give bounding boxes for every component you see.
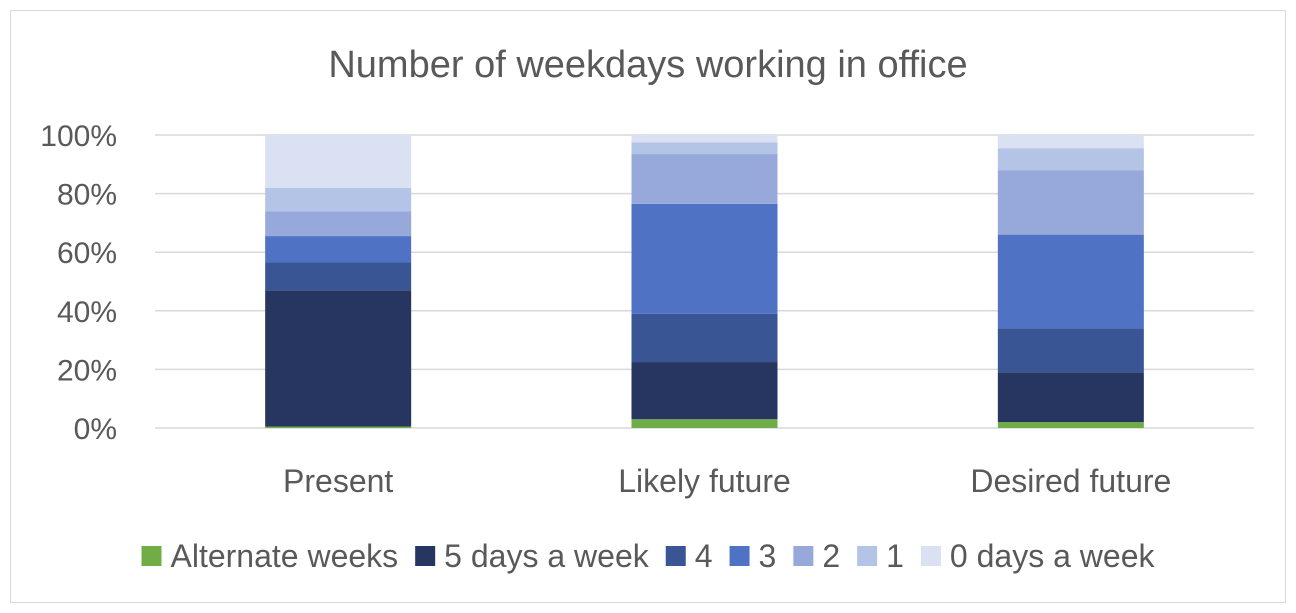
legend-swatch [920,546,941,566]
chart-title: Number of weekdays working in office [328,44,967,86]
bar-segment [997,170,1144,235]
x-category-label: Desired future [970,463,1171,499]
bar-segment [631,313,778,363]
legend-swatch [793,546,814,566]
legend-swatch [415,546,436,566]
bar-segment [631,135,778,143]
legend-label: 0 days a week [950,538,1156,574]
bar-segment [631,154,778,204]
bar-segment [997,234,1144,329]
bar-segment [997,422,1144,428]
bar-segment [997,372,1144,423]
bar-segment [265,290,412,427]
legend-swatch [141,546,162,566]
legend: Alternate weeks 5 days a week 4 3 2 1 0 days a… [141,538,1156,574]
legend-swatch [857,546,878,566]
y-tick-label: 100% [40,120,117,153]
y-axis-ticks: 0% 20% 40% 60% 80% 100% [40,120,117,446]
y-tick-label: 40% [57,296,117,329]
legend-swatch [729,546,750,566]
x-category-label: Present [283,463,393,499]
legend-label: 3 [759,538,777,574]
y-tick-label: 60% [57,237,117,270]
bar-segment [631,362,778,420]
legend-swatch [665,546,686,566]
legend-item: Alternate weeks [141,538,399,574]
legend-label: 2 [822,538,840,574]
bar-segment [265,236,412,263]
x-category-label: Likely future [618,463,791,499]
legend-label: 1 [886,538,904,574]
legend-item: 1 [857,538,904,574]
bar-segment [265,211,412,237]
bar-segment [997,328,1144,373]
legend-label: Alternate weeks [171,538,399,574]
bar-segment [265,135,412,188]
bar-segment [265,262,412,291]
legend-item: 0 days a week [920,538,1156,574]
legend-item: 2 [793,538,840,574]
bar-segment [997,148,1144,171]
bar-segment [631,419,778,428]
bar-segment [997,135,1144,149]
bars [265,135,1144,428]
legend-item: 3 [729,538,777,574]
legend-label: 5 days a week [444,538,650,574]
legend-item: 4 [665,538,713,574]
bar-segment [631,203,778,314]
bar-segment [265,426,412,428]
bar-segment [631,142,778,155]
y-tick-label: 20% [57,354,117,387]
y-tick-label: 0% [74,413,117,446]
legend-item: 5 days a week [415,538,650,574]
legend-label: 4 [695,538,713,574]
bar-segment [265,187,412,212]
x-axis-categories: Present Likely future Desired future [283,463,1171,499]
y-tick-label: 80% [57,179,117,212]
